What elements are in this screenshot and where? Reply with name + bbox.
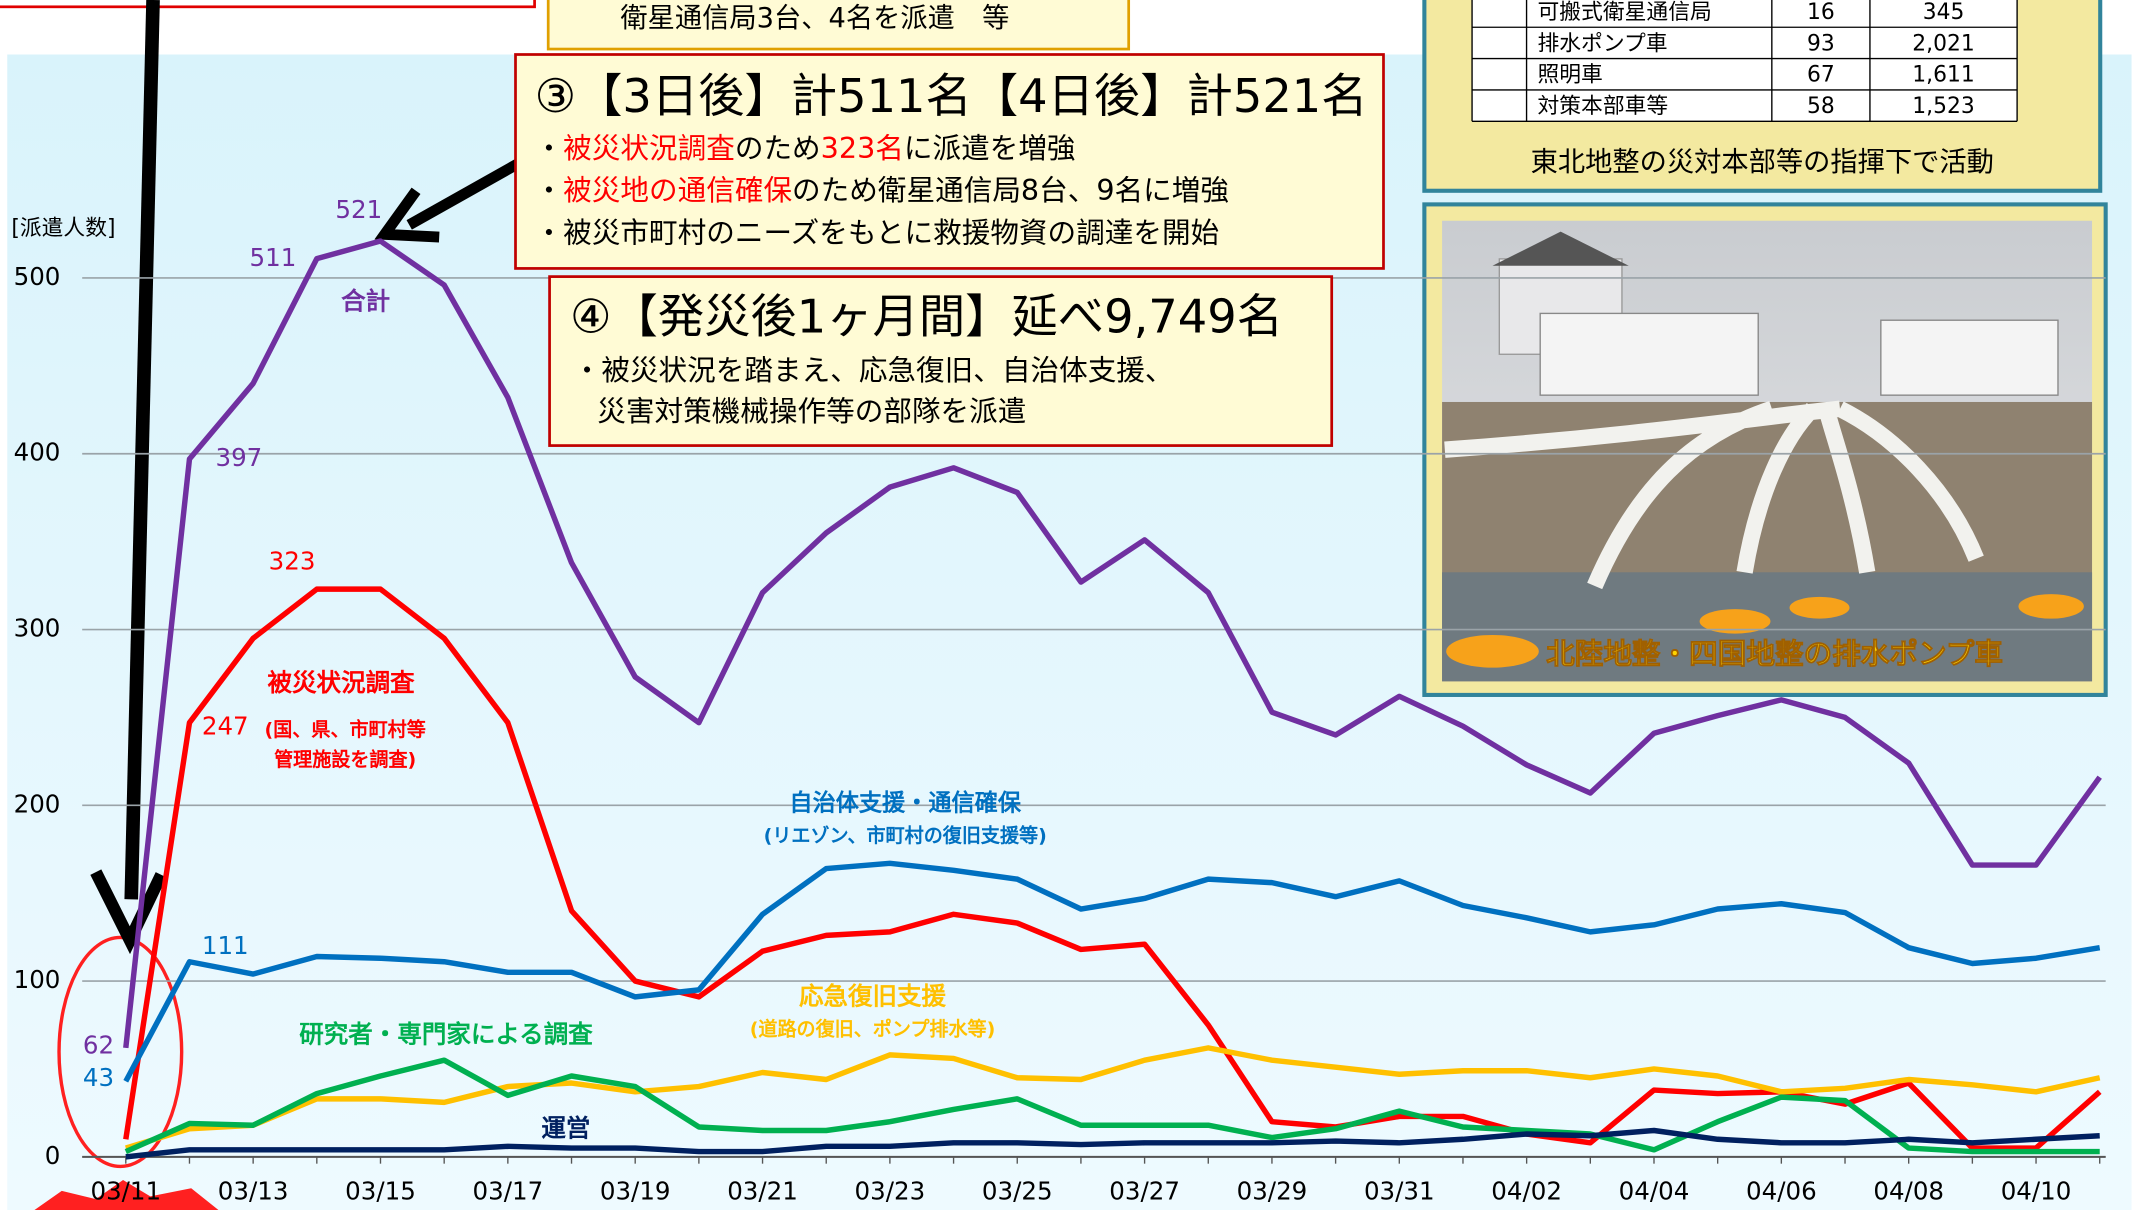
- table-cell: 58: [1807, 94, 1835, 119]
- callout-box: [0, 0, 535, 7]
- callout-text: ・: [535, 173, 564, 207]
- callout-line: ・被災地の通信確保のため衛星通信局8台、9名に増強: [535, 173, 1229, 207]
- table-cell: 照明車: [1537, 63, 1602, 88]
- data-label: 247: [202, 712, 249, 741]
- callout-text: ・被災市町村のニーズをもとに救援物資の調達を開始: [535, 215, 1220, 249]
- x-tick-label: 04/08: [1873, 1176, 1944, 1205]
- y-tick-label: 500: [14, 262, 61, 291]
- callout-text: のため: [735, 131, 821, 165]
- table-cell: 93: [1807, 31, 1835, 56]
- data-label: 111: [202, 931, 249, 960]
- x-tick-label: 03/17: [473, 1176, 544, 1205]
- table-cell: 対策本部車等: [1537, 94, 1668, 119]
- x-tick-label: 03/31: [1364, 1176, 1435, 1205]
- callout-text: 災害対策機械操作等の部隊を派遣: [597, 394, 1026, 428]
- table-cell: 可搬式衛星通信局: [1537, 0, 1711, 25]
- callout-line: 衛星通信局3台、4名を派遣 等: [620, 3, 1009, 34]
- series-label: 応急復旧支援: [799, 981, 947, 1010]
- callout-title: ③【3日後】計511名【4日後】計521名: [535, 69, 1368, 123]
- x-tick-label: 03/21: [727, 1176, 798, 1205]
- data-label: 511: [250, 243, 297, 272]
- x-tick-label: 03/15: [345, 1176, 416, 1205]
- callout-text: ・: [535, 131, 564, 165]
- callout-text: 323名: [821, 131, 904, 165]
- table-cell: 16: [1807, 0, 1835, 25]
- series-label: 合計: [341, 287, 390, 316]
- y-tick-label: 200: [14, 789, 61, 818]
- x-tick-label: 03/23: [855, 1176, 926, 1205]
- callout-line: ・被災市町村のニーズをもとに救援物資の調達を開始: [535, 215, 1220, 249]
- series-note: (リエゾン、市町村の復旧支援等): [764, 824, 1047, 847]
- callout-text: 被災状況調査: [563, 131, 735, 165]
- series-label: 被災状況調査: [268, 668, 416, 697]
- x-tick-label: 03/11: [90, 1176, 161, 1205]
- x-tick-label: 04/06: [1746, 1176, 1817, 1205]
- callout-text: 被災地の通信確保: [563, 173, 792, 207]
- callout-text: に派遣を増強: [904, 131, 1076, 165]
- photo-caption: 北陸地整・四国地整の排水ポンプ車: [1546, 636, 2003, 670]
- y-tick-label: 100: [14, 965, 61, 994]
- series-label: 研究者・専門家による調査: [299, 1020, 593, 1049]
- series-label: 運営: [541, 1114, 590, 1143]
- data-label: 323: [269, 547, 316, 576]
- x-tick-label: 03/25: [982, 1176, 1053, 1205]
- table-caption: 東北地整の災対本部等の指揮下で活動: [1531, 147, 1994, 178]
- series-note: (道路の復旧、ポンプ排水等): [750, 1018, 996, 1041]
- series-label: 自治体支援・通信確保: [789, 789, 1021, 816]
- callouts: 衛星通信局3台、4名を派遣 等③【3日後】計511名【4日後】計521名・被災状…: [516, 0, 1384, 446]
- table-cell: 排水ポンプ車: [1537, 31, 1667, 56]
- page: {"chart_data":{"type":"line","y_label":"…: [0, 0, 2132, 1210]
- callout-title: ④【発災後1ヶ月間】延べ9,749名: [570, 290, 1283, 344]
- table-cell: 1,523: [1912, 94, 1974, 119]
- x-tick-label: 03/13: [218, 1176, 289, 1205]
- callout-text: 衛星通信局3台、4名を派遣 等: [620, 3, 1009, 34]
- callout-text: ・被災状況を踏まえ、応急復旧、自治体支援、: [573, 353, 1174, 387]
- y-axis-label: [派遣人数]: [11, 216, 115, 241]
- table-cell: 2,021: [1912, 31, 1974, 56]
- chart: 可搬式衛星通信局 16 345 排水ポンプ車 93 2,021 照明車 67 1,611 対策本部…: [0, 0, 2132, 1210]
- callout-text: のため衛星通信局8台、9名に増強: [792, 173, 1229, 207]
- table-cell: 345: [1923, 0, 1965, 25]
- data-label: 397: [215, 443, 262, 472]
- data-label: 521: [335, 195, 382, 224]
- callout-line: ・被災状況を踏まえ、応急復旧、自治体支援、: [573, 353, 1174, 387]
- series-note: (国、県、市町村等: [265, 718, 426, 741]
- x-tick-label: 04/04: [1619, 1176, 1690, 1205]
- table-cell: 67: [1807, 63, 1835, 88]
- x-tick-label: 04/10: [2001, 1176, 2072, 1205]
- series-note: 管理施設を調査): [274, 748, 416, 771]
- data-label: 43: [83, 1063, 114, 1092]
- callout-line: 災害対策機械操作等の部隊を派遣: [597, 394, 1026, 428]
- y-tick-label: 0: [45, 1141, 61, 1170]
- callout-line: ・被災状況調査のため323名に派遣を増強: [535, 131, 1076, 165]
- y-tick-label: 400: [14, 438, 61, 467]
- x-tick-label: 03/29: [1237, 1176, 1308, 1205]
- y-tick-label: 300: [14, 614, 61, 643]
- x-tick-label: 04/02: [1491, 1176, 1562, 1205]
- table-cell: 1,611: [1912, 63, 1974, 88]
- x-tick-label: 03/27: [1109, 1176, 1180, 1205]
- data-label: 62: [83, 1030, 114, 1059]
- x-tick-label: 03/19: [600, 1176, 671, 1205]
